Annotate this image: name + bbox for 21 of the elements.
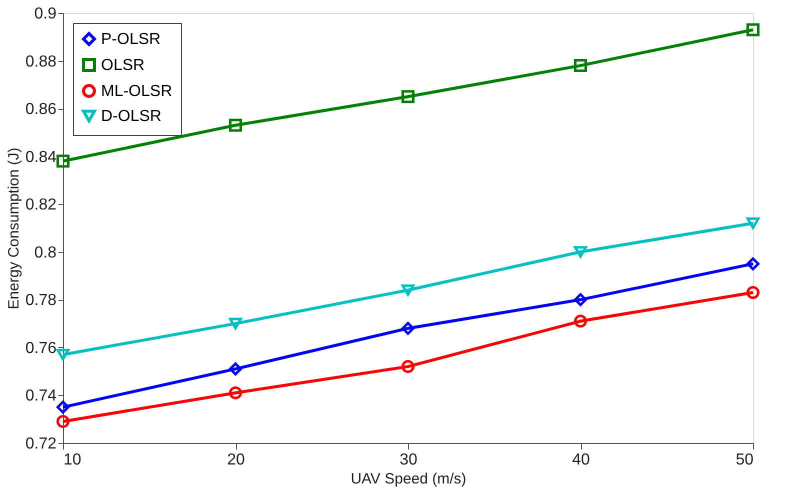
legend-label: D-OLSR (101, 108, 162, 125)
y-tick-label: 0.84 (25, 148, 57, 166)
x-axis-title: UAV Speed (m/s) (350, 470, 466, 488)
y-tick-label: 0.9 (34, 6, 57, 22)
y-tick-label: 0.86 (25, 101, 57, 118)
x-tick-label: 10 (64, 452, 82, 468)
x-tick-label: 30 (400, 452, 418, 468)
y-tick-label: 0.78 (25, 292, 57, 310)
y-tick-label: 0.74 (25, 388, 57, 405)
y-tick-label: 0.82 (25, 196, 57, 214)
x-tick-label: 40 (572, 452, 590, 468)
y-axis-title: Energy Consumption (J) (5, 148, 22, 310)
y-tick-label: 0.72 (25, 436, 57, 452)
legend-label: OLSR (101, 57, 145, 74)
legend-label: ML-OLSR (101, 83, 172, 100)
x-tick-label: 50 (736, 452, 754, 468)
x-tick-label: 20 (227, 452, 245, 468)
y-tick-label: 0.88 (25, 53, 57, 70)
y-tick-label: 0.8 (34, 244, 57, 262)
y-tick-label: 0.76 (25, 340, 57, 357)
legend-label: P-OLSR (101, 31, 161, 48)
